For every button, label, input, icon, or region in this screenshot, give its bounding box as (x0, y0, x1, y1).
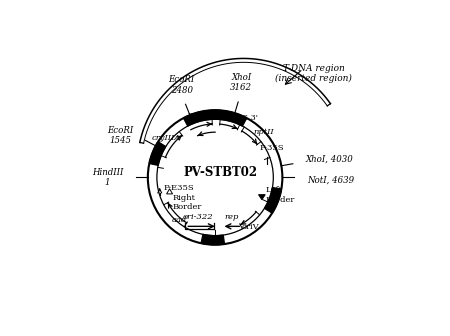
Text: HindIII
1: HindIII 1 (92, 168, 123, 187)
Text: Left
Border: Left Border (266, 186, 295, 204)
Text: rep: rep (225, 213, 239, 221)
Text: E9 3': E9 3' (188, 112, 209, 120)
Text: cryIIIA: cryIIIA (151, 134, 180, 142)
Text: P-35S: P-35S (259, 144, 284, 152)
Text: PV-STBT02: PV-STBT02 (183, 166, 257, 179)
Text: XhoI
3162: XhoI 3162 (230, 73, 252, 92)
Text: P-E35S: P-E35S (164, 184, 194, 192)
Polygon shape (201, 235, 225, 245)
Text: nptII: nptII (253, 128, 274, 136)
Text: T-DNA region
(inserted region): T-DNA region (inserted region) (275, 64, 352, 83)
Text: NotI, 4639: NotI, 4639 (307, 175, 354, 184)
Text: EcoRI
2480: EcoRI 2480 (169, 75, 195, 95)
Text: oriV: oriV (242, 223, 259, 231)
Text: NOS 3': NOS 3' (229, 114, 258, 122)
Polygon shape (149, 142, 166, 165)
Text: XhoI, 4030: XhoI, 4030 (306, 155, 353, 164)
Polygon shape (265, 187, 281, 213)
Polygon shape (258, 195, 265, 200)
Polygon shape (184, 110, 247, 126)
Text: Right
Border: Right Border (172, 194, 202, 211)
Text: EcoRI
1545: EcoRI 1545 (108, 126, 134, 145)
Text: ori-322: ori-322 (183, 213, 214, 221)
Text: aad: aad (171, 216, 187, 224)
